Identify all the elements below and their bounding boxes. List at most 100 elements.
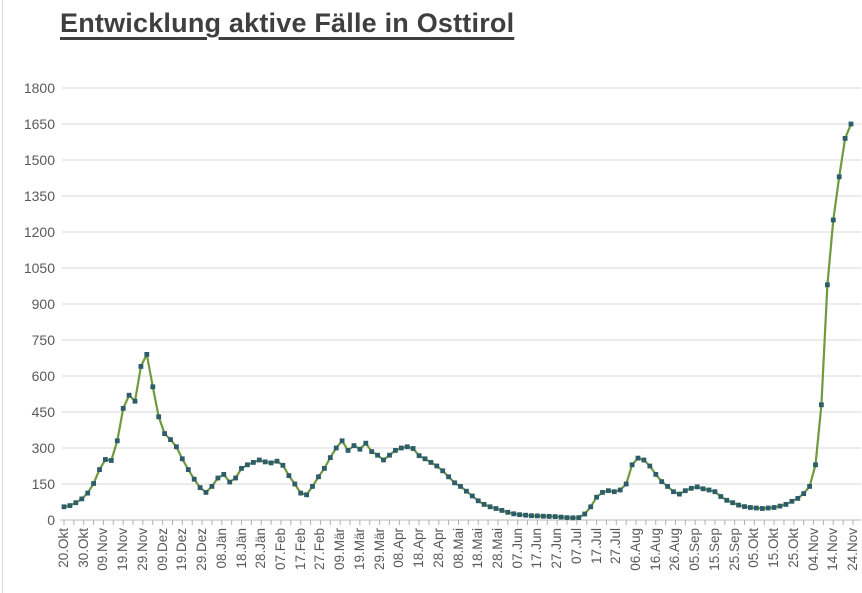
series-marker (801, 491, 807, 496)
series-marker (493, 506, 499, 511)
x-tick-label: 24.Nov (845, 528, 860, 571)
x-tick-label: 08.Jän (213, 528, 229, 569)
series-marker (322, 466, 327, 471)
y-tick-label: 0 (47, 512, 55, 528)
series-marker (611, 489, 617, 495)
series-marker (724, 497, 730, 503)
series-marker (730, 500, 736, 506)
series-marker (677, 491, 682, 497)
series-marker (114, 438, 120, 444)
series-marker (339, 438, 345, 444)
series-marker (221, 472, 227, 477)
series-marker (511, 511, 517, 517)
series-marker (85, 490, 91, 496)
series-marker (813, 462, 818, 468)
x-tick-label: 20.Okt (56, 528, 71, 568)
series-marker (434, 463, 440, 469)
series-marker (606, 488, 611, 494)
series-marker (363, 440, 369, 446)
series-marker (540, 513, 546, 519)
series-marker (641, 457, 647, 463)
x-tick-label: 29.Dez (194, 528, 210, 571)
series-marker (215, 475, 221, 481)
x-tick-label: 14.Nov (825, 528, 841, 571)
series-marker (345, 448, 351, 453)
series-marker (393, 448, 398, 453)
y-tick-label: 1800 (24, 80, 55, 96)
series-marker (79, 496, 85, 502)
series-marker (138, 364, 144, 369)
series-marker (529, 513, 534, 519)
series-marker (700, 486, 706, 492)
series-marker (428, 460, 434, 465)
series-marker (475, 498, 481, 504)
x-tick-label: 26.Aug (667, 528, 683, 571)
y-tick-label: 1650 (24, 116, 55, 132)
y-tick-label: 1500 (24, 152, 55, 168)
series-marker (671, 489, 676, 495)
series-marker (262, 459, 268, 465)
series-marker (132, 398, 138, 404)
series-marker (91, 481, 96, 486)
x-tick-label: 19.Dez (174, 528, 190, 571)
y-tick-label: 600 (32, 368, 56, 384)
series-marker (168, 437, 173, 442)
x-tick-label: 27.Feb (312, 528, 328, 571)
series-marker (552, 514, 558, 519)
series-marker (736, 502, 741, 508)
series-marker (665, 484, 670, 489)
series-marker (576, 515, 582, 520)
series-marker (239, 466, 244, 471)
x-tick-label: 18.Apr (411, 528, 427, 568)
y-tick-label: 450 (32, 404, 56, 420)
x-tick-label: 05.Sep (687, 528, 703, 571)
series-marker (487, 504, 493, 510)
series-marker (108, 458, 114, 463)
series-marker (103, 457, 108, 462)
x-tick-label: 15.Okt (766, 528, 782, 568)
x-tick-label: 30.Okt (75, 528, 91, 568)
series-marker (795, 496, 801, 501)
x-tick-label: 25.Okt (785, 528, 801, 568)
series-marker (706, 487, 712, 493)
chart-title: Entwicklung aktive Fälle in Osttirol (60, 8, 515, 38)
series-marker (209, 484, 215, 489)
series-marker (233, 475, 238, 481)
series-marker (410, 446, 416, 451)
series-marker (682, 488, 688, 494)
x-tick-label: 08.Mai (450, 528, 466, 569)
series-marker (191, 476, 197, 482)
series-marker (594, 494, 599, 500)
series-marker (535, 513, 540, 519)
series-marker (469, 493, 475, 499)
series-marker (600, 490, 605, 495)
series-marker (404, 444, 410, 450)
series-marker (765, 505, 771, 511)
x-tick-label: 28.Apr (430, 528, 446, 568)
series-marker (789, 498, 795, 504)
series-marker (623, 481, 629, 487)
x-tick-label: 09.Dez (154, 528, 170, 571)
series-marker (819, 402, 824, 408)
series-marker (629, 462, 635, 468)
series-marker (185, 467, 191, 472)
series-marker (375, 452, 380, 458)
series-marker (387, 452, 392, 458)
series-marker (653, 472, 659, 477)
x-tick-label: 29.Nov (134, 528, 150, 571)
x-tick-label: 07.Jun (509, 528, 525, 569)
x-tick-label: 27.Jun (549, 528, 565, 569)
series-marker (61, 504, 67, 510)
series-marker (120, 406, 126, 411)
y-tick-label: 1050 (24, 260, 55, 276)
series-marker (505, 509, 511, 515)
series-marker (481, 502, 487, 507)
series-marker (825, 282, 830, 288)
series-marker (203, 490, 209, 495)
x-tick-label: 04.Nov (805, 528, 821, 571)
series-marker (718, 494, 724, 499)
x-tick-label: 06.Aug (628, 528, 644, 571)
x-tick-label: 08.Apr (391, 528, 407, 568)
series-marker (564, 515, 570, 520)
x-tick-label: 07.Feb (272, 528, 288, 571)
